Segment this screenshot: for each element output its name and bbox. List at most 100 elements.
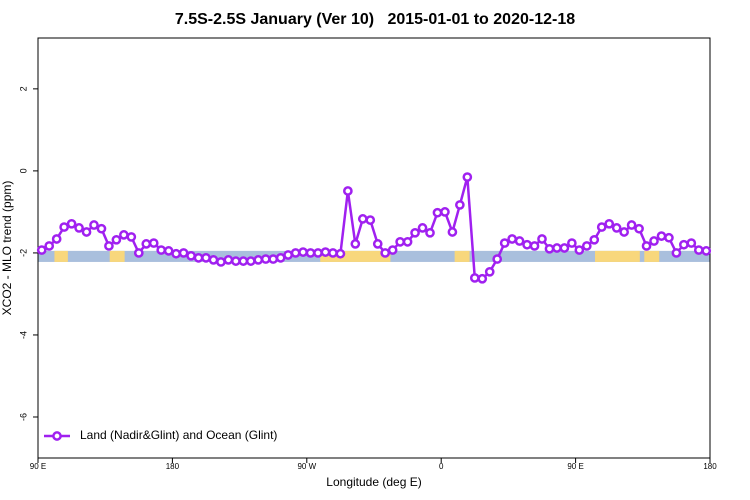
data-point [201, 252, 211, 263]
data-point [447, 227, 458, 237]
data-point [283, 250, 293, 260]
data-point [111, 234, 122, 245]
data-point [649, 236, 659, 246]
series-line [41, 176, 707, 281]
data-point [81, 227, 92, 237]
data-point [216, 257, 226, 267]
land-band [595, 250, 640, 262]
y-tick-label: -4 [18, 331, 28, 339]
land-band [109, 250, 125, 262]
y-tick-label: -2 [18, 249, 28, 257]
data-point [544, 243, 555, 254]
data-point [402, 236, 413, 247]
data-point [641, 241, 652, 251]
data-point [178, 248, 189, 258]
data-point [245, 256, 256, 266]
data-point [96, 223, 107, 234]
data-point [328, 248, 338, 258]
legend-label: Land (Nadir&Glint) and Ocean (Glint) [80, 428, 277, 442]
land-band [320, 250, 391, 262]
data-point [492, 254, 503, 264]
data-point [499, 238, 510, 248]
data-point [395, 236, 405, 247]
data-point [522, 239, 532, 250]
land-band [454, 250, 470, 262]
data-point [619, 227, 629, 237]
data-point [455, 200, 465, 210]
data-point [275, 252, 286, 263]
data-point [589, 234, 600, 245]
data-point [611, 223, 622, 233]
data-point [372, 239, 383, 249]
data-point [425, 227, 435, 238]
data-point [440, 207, 450, 217]
y-tick-label: 2 [18, 86, 28, 91]
data-point [664, 232, 674, 243]
data-point [514, 236, 525, 246]
data-point [208, 255, 219, 265]
land-band [54, 250, 68, 262]
plot-frame [37, 37, 711, 459]
data-point [193, 252, 204, 263]
data-point [238, 256, 249, 266]
data-point [484, 266, 495, 277]
data-point [298, 247, 308, 257]
data-point [231, 256, 241, 266]
data-point [148, 238, 159, 248]
y-tick-label: -6 [18, 413, 28, 421]
y-tick-label: 0 [18, 168, 28, 173]
legend-marker [52, 431, 62, 441]
data-point [133, 248, 144, 258]
data-point [469, 273, 480, 283]
data-point [36, 245, 47, 255]
data-point [507, 234, 517, 244]
data-point [567, 238, 577, 248]
data-point [462, 172, 473, 182]
data-point [343, 186, 353, 196]
data-point [126, 232, 137, 242]
data-point [357, 214, 368, 224]
data-point [74, 223, 84, 233]
data-point [141, 239, 152, 249]
data-point [410, 227, 420, 238]
data-point [44, 241, 55, 251]
x-tick-label: 180 [703, 462, 717, 471]
data-point [596, 222, 607, 232]
data-point [432, 207, 443, 218]
data-point [171, 248, 181, 259]
data-point [365, 215, 376, 225]
data-point [320, 247, 331, 257]
data-point [671, 248, 682, 258]
chart-title: 7.5S-2.5S January (Ver 10) 2015-01-01 to… [175, 11, 575, 28]
data-point [186, 250, 196, 261]
data-point [350, 239, 361, 249]
x-tick-label: 180 [166, 462, 180, 471]
data-point [268, 254, 279, 264]
data-point [253, 255, 264, 265]
land-band [644, 250, 660, 262]
x-tick-label: 90 W [297, 462, 316, 471]
data-point [89, 220, 99, 230]
data-point [104, 241, 114, 251]
data-point [223, 255, 234, 265]
data-point [335, 248, 346, 259]
data-point [604, 218, 615, 229]
data-point [477, 273, 488, 284]
data-point [574, 245, 585, 255]
data-point [686, 238, 697, 248]
data-point [537, 234, 547, 244]
data-point [387, 245, 398, 255]
data-point [51, 234, 62, 244]
data-point [59, 222, 69, 232]
data-point [634, 223, 644, 234]
data-point [529, 241, 540, 251]
data-point [552, 243, 562, 253]
data-point [305, 248, 316, 258]
data-point [66, 218, 77, 229]
y-axis-label: XCO2 - MLO trend (ppm) [0, 181, 14, 316]
data-point [581, 241, 592, 251]
data-point [693, 245, 704, 255]
data-point [119, 230, 129, 240]
x-tick-label: 0 [439, 462, 444, 471]
